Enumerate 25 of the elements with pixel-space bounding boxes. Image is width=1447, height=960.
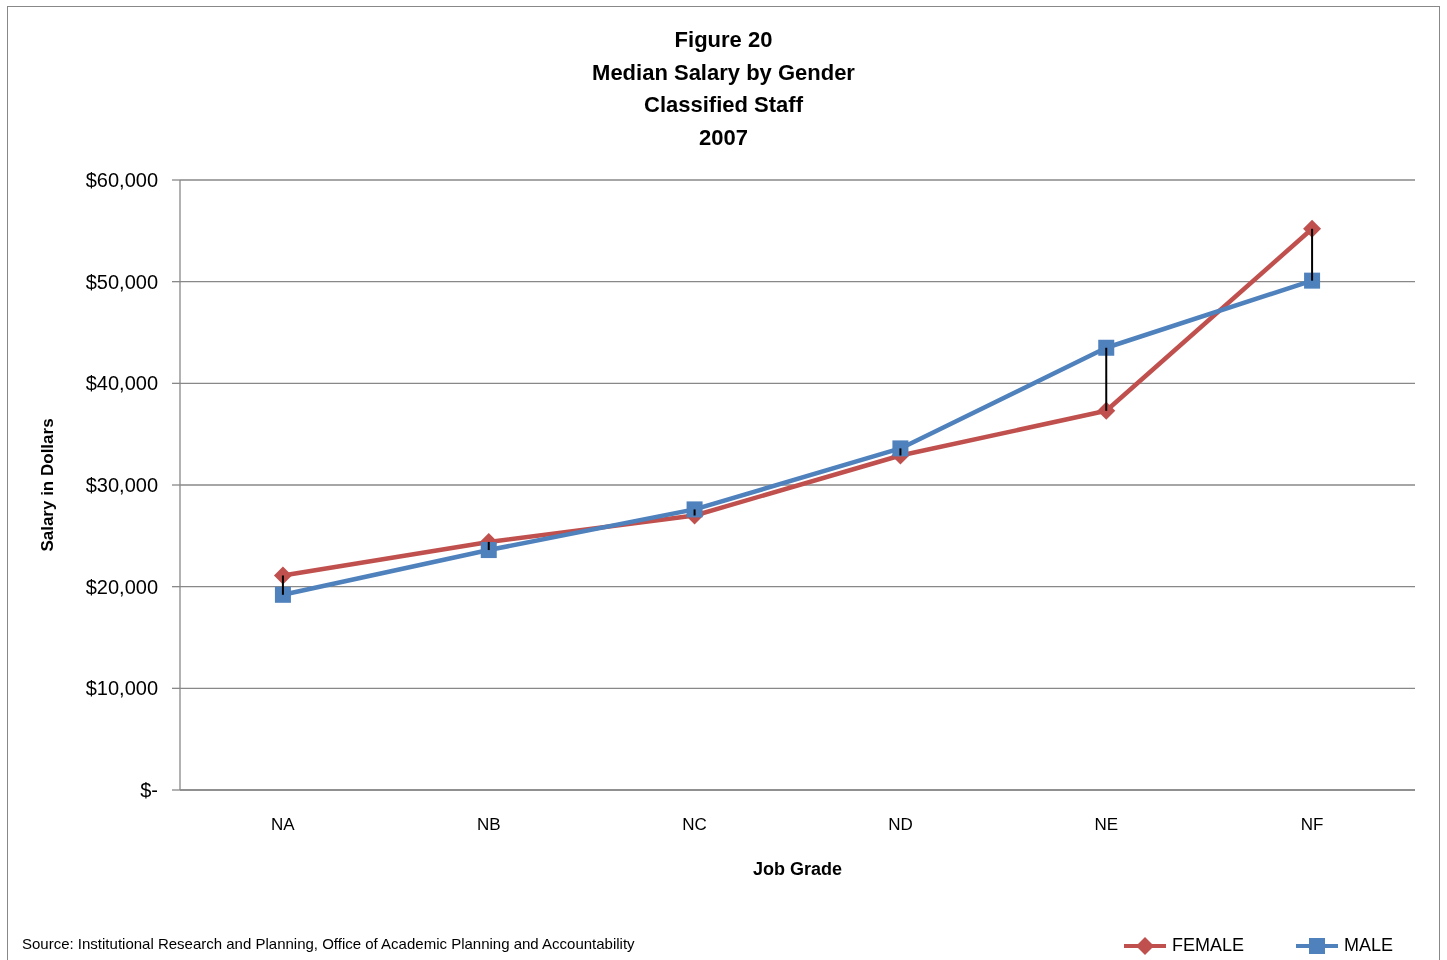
- source-note: Source: Institutional Research and Planning, Office of Academic Planning and Accountability: [22, 934, 635, 952]
- y-tick-label: $20,000: [85, 575, 158, 598]
- y-tick-label: $-: [140, 779, 158, 802]
- x-axis-title: Job Grade: [752, 858, 843, 880]
- point: [1098, 339, 1115, 356]
- x-tick-label: NE: [1094, 815, 1119, 835]
- x-tick-label: NA: [271, 815, 296, 835]
- point: [274, 586, 291, 603]
- legend-label: FEMALE: [1171, 935, 1244, 956]
- legend-label: MALE: [1343, 935, 1393, 956]
- y-tick-label: $40,000: [85, 372, 158, 395]
- point: [480, 542, 497, 559]
- point: [1304, 272, 1321, 289]
- x-tick-label: NF: [1300, 815, 1324, 835]
- x-tick-label: NC: [682, 815, 707, 835]
- y-tick-label: $10,000: [85, 677, 158, 700]
- y-tick-label: $30,000: [85, 474, 158, 497]
- y-tick-label: $60,000: [85, 169, 158, 192]
- point: [686, 501, 703, 518]
- point: [892, 440, 909, 457]
- y-axis-title: Salary in Dollars: [38, 418, 58, 552]
- chart-title: Figure 20 Median Salary by Gender Classified Staff 2007: [592, 27, 855, 150]
- x-tick-label: ND: [888, 815, 913, 835]
- y-tick-label: $50,000: [85, 270, 158, 293]
- x-tick-label: NB: [476, 815, 501, 835]
